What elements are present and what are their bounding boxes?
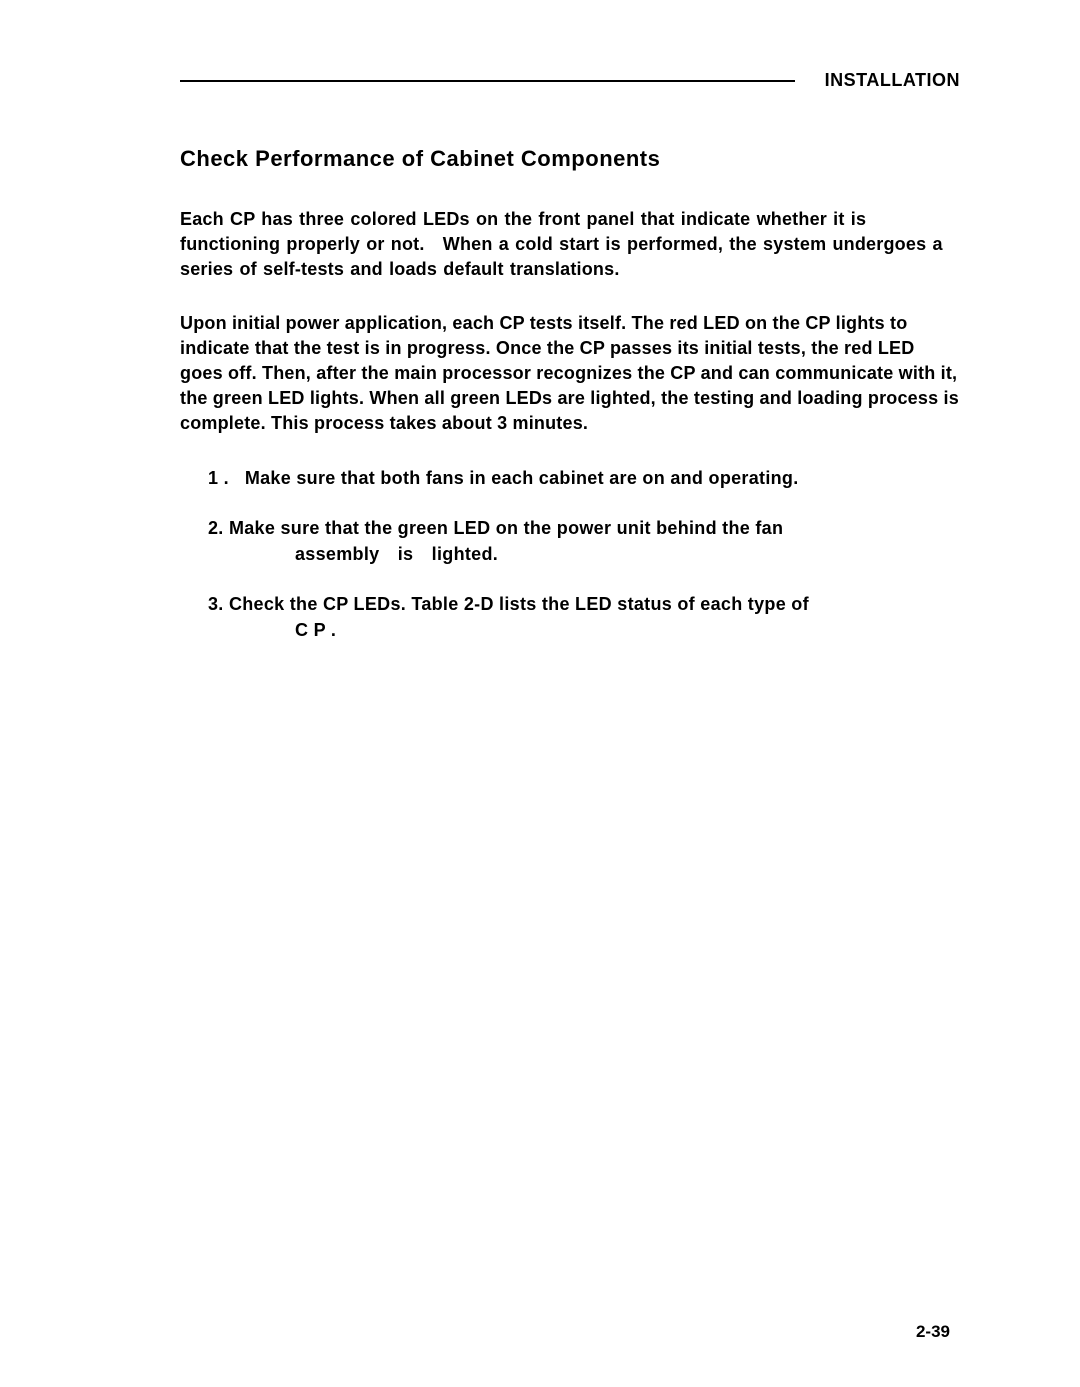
header-rule xyxy=(180,80,795,82)
header-label: INSTALLATION xyxy=(795,70,960,91)
paragraph-2: Upon initial power application, each CP … xyxy=(180,311,960,437)
list-item: 3. Check the CP LEDs. Table 2-D lists th… xyxy=(208,591,960,643)
list-text: Make sure that both fans in each cabinet… xyxy=(245,468,799,488)
list-number: 3. xyxy=(208,594,224,614)
list-text-cont: C P . xyxy=(240,617,960,643)
paragraph-1: Each CP has three colored LEDs on the fr… xyxy=(180,207,960,283)
list-number: 2. xyxy=(208,518,224,538)
list-text: Check the CP LEDs. Table 2-D lists the L… xyxy=(229,594,809,614)
ordered-list: 1 . Make sure that both fans in each cab… xyxy=(180,465,960,643)
list-item: 1 . Make sure that both fans in each cab… xyxy=(208,465,960,491)
section-title: Check Performance of Cabinet Components xyxy=(180,146,960,172)
header-rule-row: INSTALLATION xyxy=(180,70,960,91)
list-item: 2. Make sure that the green LED on the p… xyxy=(208,515,960,567)
list-number: 1 . xyxy=(208,468,229,488)
list-text: Make sure that the green LED on the powe… xyxy=(229,518,783,538)
page-number: 2-39 xyxy=(916,1322,950,1342)
list-text-cont: assembly is lighted. xyxy=(240,541,960,567)
